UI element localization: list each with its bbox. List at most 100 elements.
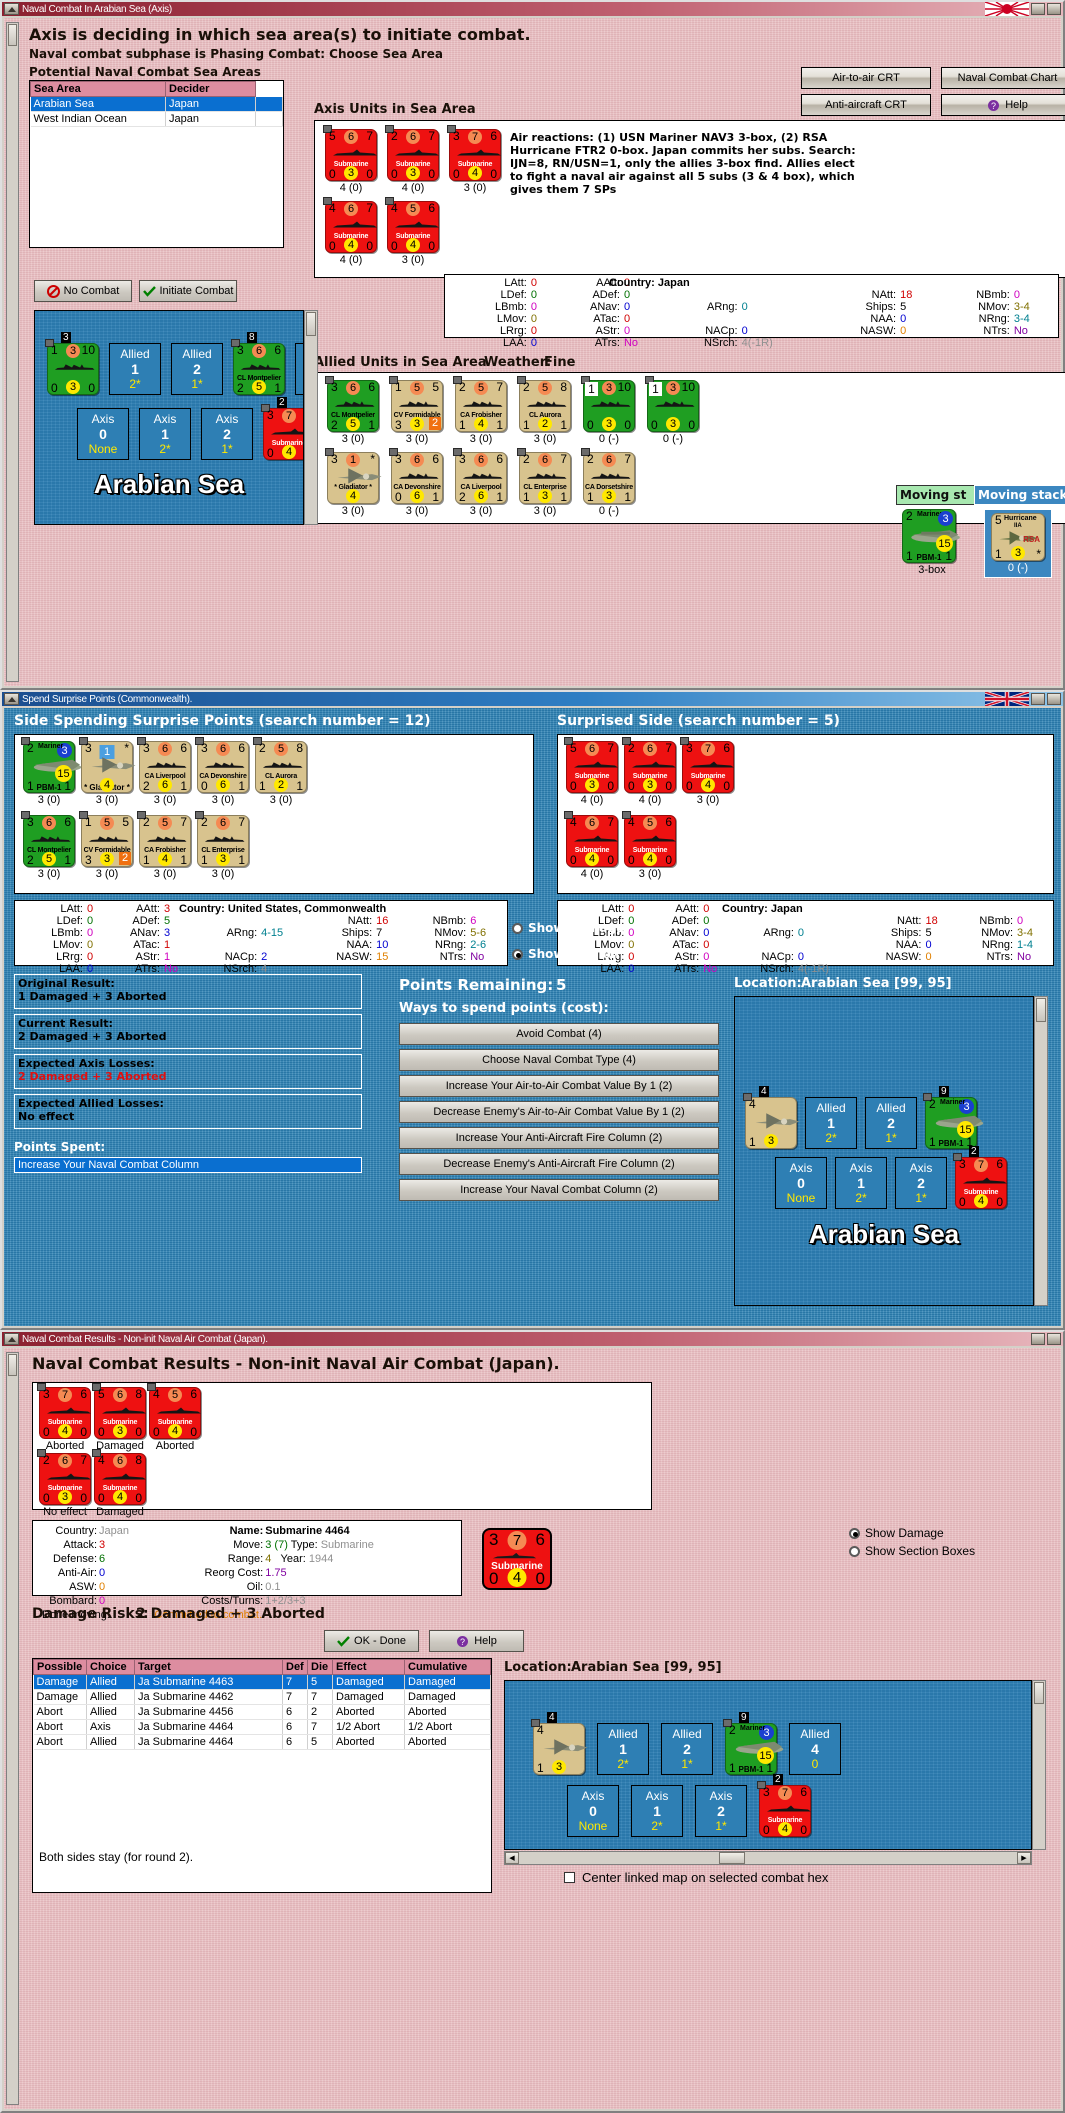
section-box-axis-1[interactable]: Axis 1 2* <box>139 408 191 460</box>
section-box-axis-1[interactable]: Axis 1 2* <box>631 1785 683 1837</box>
window3-map-pane[interactable]: 4 1 3 4 Allied 1 2* Allied 2 1* 2 3 Mariner PBM-1 15 1 1… <box>504 1680 1032 1850</box>
unit-counter-ca-devonshire[interactable]: 3 6 6 CA Devonshire 0 6 1 <box>389 448 443 504</box>
maximize-icon[interactable] <box>1047 3 1061 15</box>
section-box-axis-0[interactable]: Axis 0 None <box>775 1157 827 1209</box>
spend-button-2[interactable]: Increase Your Air-to-Air Combat Value By… <box>399 1075 719 1097</box>
unit-counter-mariner[interactable]: 2 3 Mariner PBM-1 15 1 1 <box>923 1093 984 1149</box>
spend-buttons[interactable]: Avoid Combat (4) Choose Naval Combat Type… <box>399 1023 719 1205</box>
unit-counter-submarine[interactable]: 4 6 8 Submarine 0 4 0 <box>92 1449 146 1505</box>
minimize-icon-3[interactable] <box>1031 1333 1045 1345</box>
unit-counter-submarine[interactable]: 4 5 6 Submarine 0 4 0 <box>147 1383 201 1439</box>
window3-left-scrollbar[interactable] <box>6 1352 19 2105</box>
unit-counter-ca-frobisher[interactable]: 2 5 7 CA Frobisher 1 4 1 <box>137 811 191 867</box>
show-damage-radio-row[interactable]: Show Damage <box>512 921 624 935</box>
window3-map-hscroll[interactable]: ◀ ▶ <box>504 1851 1032 1865</box>
system-menu-icon-3[interactable] <box>4 1333 19 1345</box>
window1-titlebar[interactable]: Naval Combat In Arabian Sea (Axis) <box>2 2 1063 16</box>
scroll-left-icon[interactable]: ◀ <box>505 1852 519 1864</box>
unit-counter-ca-liverpool[interactable]: 3 6 6 CA Liverpool 2 6 1 <box>453 448 507 504</box>
results-table-row[interactable]: Damage Allied Ja Submarine 4463 7 5 Damaged Da… <box>33 1674 491 1690</box>
minimize-icon[interactable] <box>1031 3 1045 15</box>
naval-combat-chart-button[interactable]: Naval Combat Chart <box>941 67 1065 89</box>
unit-counter-cl-enterprise[interactable]: 2 6 7 CL Enterprise 1 3 1 <box>517 448 571 504</box>
sea-area-table-container[interactable]: Sea Area Decider Arabian Sea Japan West … <box>29 80 284 248</box>
results-table-row[interactable]: Damage Allied Ja Submarine 4462 7 7 Damaged Da… <box>33 1689 491 1705</box>
window-naval-combat-results[interactable]: Naval Combat Results - Non-init Naval Ai… <box>0 1330 1065 2113</box>
unit-counter[interactable]: 1 3 10 0 3 0 <box>45 339 99 395</box>
unit-counter-ca-devonshire[interactable]: 3 6 6 CA Devonshire 0 6 1 <box>195 737 249 793</box>
unit-counter-submarine[interactable]: 2 6 7 Submarine 0 3 0 <box>37 1449 91 1505</box>
window1-map-pane[interactable]: 1 3 10 0 3 0 3 Allied 1 2* Allied 2 1* 3 6 6 CL Montpeli… <box>34 310 304 525</box>
help-button-3[interactable]: ? Help <box>429 1630 524 1652</box>
window1-left-scroll-thumb[interactable] <box>8 24 17 46</box>
points-spent-item[interactable]: Increase Your Naval Combat Column <box>14 1157 362 1173</box>
selected-counter-display[interactable]: 3 7 6 Submarine 0 4 0 <box>482 1528 552 1590</box>
minimize-icon-2[interactable] <box>1031 693 1045 705</box>
system-menu-icon[interactable] <box>4 3 19 15</box>
unit-counter--gladiator-[interactable]: 3 1 * * Gladiator * 4 <box>325 448 382 504</box>
unit-counter-submarine[interactable]: 2 6 7 Submarine 0 3 0 <box>622 737 676 793</box>
window2-controls[interactable] <box>1031 693 1061 705</box>
unit-counter-cl-aurora[interactable]: 2 5 8 CL Aurora 1 2 1 <box>253 737 307 793</box>
section-box-allied-2[interactable]: Allied 2 1* <box>171 343 223 395</box>
section-box-allied-1[interactable]: Allied 1 2* <box>805 1097 857 1149</box>
window1-left-scrollbar[interactable] <box>6 22 19 682</box>
results-table-container[interactable]: Possible Choice Target Def Die Effect Cu… <box>32 1658 492 1893</box>
window3-left-scroll-thumb[interactable] <box>8 1354 17 1376</box>
window3-map-hthumb[interactable] <box>719 1852 745 1864</box>
unit-counter-submarine[interactable]: 4 5 6 Submarine 0 4 0 <box>385 197 439 253</box>
initiate-combat-button[interactable]: Initiate Combat <box>139 280 237 302</box>
spend-button-0[interactable]: Avoid Combat (4) <box>399 1023 719 1045</box>
show-damage-radio[interactable] <box>512 922 523 934</box>
unit-counter-cl-montpelier[interactable]: 3 6 6 CL Montpelier 2 5 1 <box>231 339 285 395</box>
window1-map-scrollbar[interactable] <box>304 310 318 525</box>
center-linked-map-checkbox[interactable] <box>564 1872 575 1883</box>
unit-counter-cl-montpelier[interactable]: 3 6 6 CL Montpelier 2 5 1 <box>325 376 379 432</box>
unit-counter-cv-formidable[interactable]: 1 5 5 CV Formidable 3 3 2 <box>389 376 443 432</box>
section-box-allied-1[interactable]: Allied 1 2* <box>109 343 161 395</box>
spend-button-5[interactable]: Decrease Enemy's Anti-Aircraft Fire Colu… <box>399 1153 719 1175</box>
maximize-icon-3[interactable] <box>1047 1333 1061 1345</box>
show-section-radio-row[interactable]: Show Section <box>512 947 619 961</box>
mariner-counter[interactable]: 2 Mariner 3 15 1 PBM-1 1 <box>902 509 960 563</box>
system-menu-icon-2[interactable] <box>4 693 19 705</box>
spend-button-1[interactable]: Choose Naval Combat Type (4) <box>399 1049 719 1071</box>
window-naval-combat-arabian-sea[interactable]: Naval Combat In Arabian Sea (Axis) Axis … <box>0 0 1065 690</box>
spend-button-3[interactable]: Decrease Enemy's Air-to-Air Combat Value… <box>399 1101 719 1123</box>
results-table-row[interactable]: Abort Allied Ja Submarine 4464 6 5 Aborted Abo… <box>33 1734 491 1750</box>
sea-area-row-arabian[interactable]: Arabian Sea Japan <box>30 96 283 112</box>
spend-button-6[interactable]: Increase Your Naval Combat Column (2) <box>399 1179 719 1201</box>
w3-show-section-boxes-radio[interactable] <box>849 1545 860 1557</box>
window3-controls[interactable] <box>1031 1333 1061 1345</box>
window1-controls[interactable] <box>1031 3 1061 15</box>
section-box-axis-1[interactable]: Axis 1 2* <box>835 1157 887 1209</box>
unit-counter[interactable]: 31** Gladiator *4 <box>79 737 136 793</box>
maximize-icon-2[interactable] <box>1047 693 1061 705</box>
unit-counter[interactable]: 1 3 10 0 3 0 <box>645 376 699 432</box>
unit-counter-cl-montpelier[interactable]: 3 6 6 CL Montpelier 2 5 1 <box>21 811 75 867</box>
section-box-axis-2[interactable]: Axis 2 1* <box>201 408 253 460</box>
unit-counter[interactable]: 1 3 10 0 3 0 <box>581 376 635 432</box>
hurricane-counter[interactable]: 5 Hurricane IIA RSA 1 3 * <box>991 513 1045 561</box>
section-box-axis-2[interactable]: Axis 2 1* <box>895 1157 947 1209</box>
sea-area-table[interactable]: Sea Area Decider Arabian Sea Japan West … <box>30 81 283 127</box>
unit-counter-submarine[interactable]: 5 6 8 Submarine 0 3 0 <box>92 1383 146 1439</box>
window-spend-surprise-points[interactable]: Spend Surprise Points (Commonwealth). Si… <box>0 690 1065 1330</box>
results-table-row[interactable]: Abort Axis Ja Submarine 4464 6 7 1/2 Abort 1/2… <box>33 1719 491 1735</box>
section-box-allied-1[interactable]: Allied 1 2* <box>597 1723 649 1775</box>
show-section-radio[interactable] <box>512 948 523 960</box>
unit-counter-submarine[interactable]: 4 6 7 Submarine 0 4 0 <box>323 197 377 253</box>
center-linked-map-row[interactable]: Center linked map on selected combat hex <box>564 1870 828 1885</box>
anti-aircraft-crt-button[interactable]: Anti-aircraft CRT <box>801 94 931 116</box>
results-table-row[interactable]: Abort Allied Ja Submarine 4456 6 2 Aborted Abo… <box>33 1704 491 1720</box>
results-table[interactable]: Possible Choice Target Def Die Effect Cu… <box>33 1659 491 1750</box>
section-box-allied-2[interactable]: Allied 2 1* <box>661 1723 713 1775</box>
